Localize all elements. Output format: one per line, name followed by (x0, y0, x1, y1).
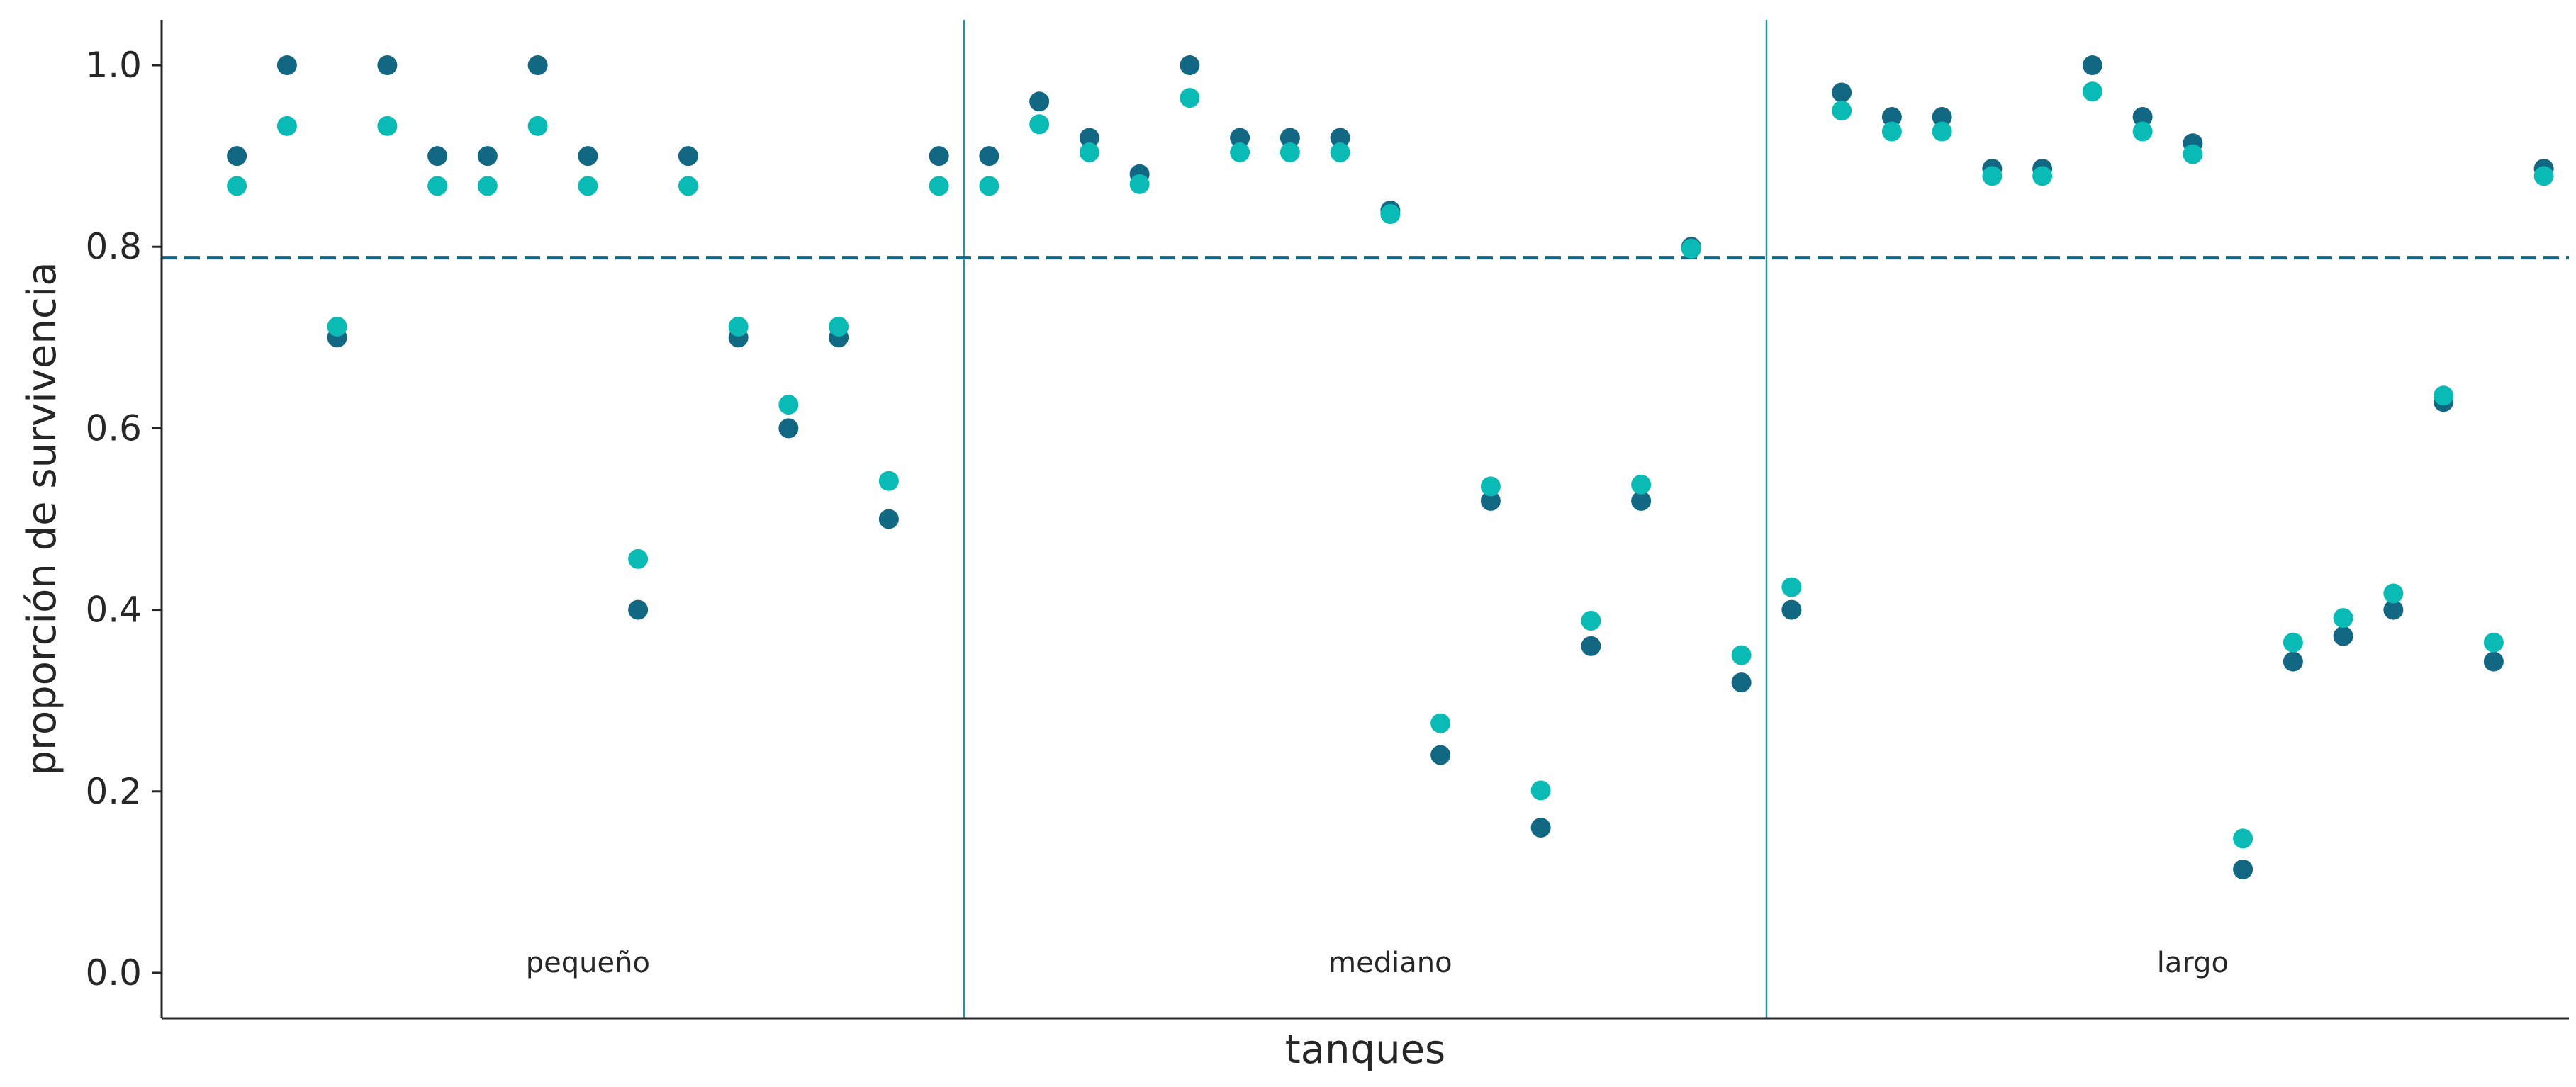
point-series1-32 (1781, 577, 1802, 597)
point-series1-35 (1932, 121, 1952, 142)
y-tick-label-2: 0.4 (85, 590, 142, 631)
point-series1-40 (2183, 144, 2203, 164)
point-series0-16 (979, 146, 999, 167)
point-series0-26 (1480, 490, 1501, 511)
y-tick-label-4: 0.8 (85, 226, 142, 267)
point-series1-33 (1832, 101, 1852, 121)
point-series1-20 (1180, 88, 1200, 108)
point-series1-27 (1530, 780, 1551, 801)
point-series1-22 (1279, 142, 1300, 163)
point-series0-12 (778, 418, 799, 439)
point-series0-9 (628, 599, 649, 620)
point-series1-19 (1129, 174, 1150, 194)
point-series0-21 (1230, 128, 1250, 148)
point-series0-42 (2283, 651, 2303, 672)
point-series0-33 (1832, 82, 1852, 103)
point-series1-14 (878, 471, 899, 491)
point-series1-21 (1230, 142, 1250, 163)
point-series0-32 (1781, 599, 1802, 620)
point-series0-38 (2082, 55, 2102, 76)
point-series1-18 (1079, 142, 1099, 163)
point-series1-28 (1581, 610, 1601, 631)
point-series1-5 (427, 176, 448, 196)
point-series0-31 (1731, 672, 1752, 693)
point-series1-45 (2434, 385, 2454, 406)
point-series1-13 (829, 316, 849, 337)
point-series0-18 (1079, 128, 1099, 148)
point-series0-23 (1330, 128, 1350, 148)
point-series1-10 (678, 176, 698, 196)
point-series0-10 (678, 146, 698, 167)
point-series1-11 (728, 316, 749, 337)
group-label-1: mediano (1328, 947, 1452, 979)
point-series1-6 (477, 176, 498, 196)
y-tick-label-1: 0.2 (85, 771, 142, 812)
point-series0-14 (878, 509, 899, 529)
point-series1-37 (2032, 166, 2053, 186)
group-label-0: pequeño (526, 947, 650, 979)
point-series0-8 (578, 146, 598, 167)
x-axis-title: tanques (1285, 1027, 1445, 1073)
point-series1-25 (1430, 713, 1451, 733)
point-series0-28 (1581, 636, 1601, 656)
point-series1-4 (377, 116, 398, 136)
point-series0-20 (1180, 55, 1200, 76)
point-series0-27 (1530, 818, 1551, 838)
point-series1-39 (2132, 121, 2153, 142)
point-series0-43 (2333, 626, 2353, 646)
y-tick-label-3: 0.6 (85, 407, 142, 449)
point-series1-34 (1881, 121, 1902, 142)
point-series0-29 (1631, 490, 1652, 511)
point-series0-1 (227, 146, 247, 167)
point-series0-2 (276, 55, 297, 76)
point-series1-23 (1330, 142, 1350, 163)
point-series1-44 (2383, 583, 2404, 604)
point-series0-7 (527, 55, 548, 76)
point-series0-5 (427, 146, 448, 167)
point-series1-24 (1380, 204, 1401, 225)
point-series1-31 (1731, 645, 1752, 665)
point-series1-26 (1480, 476, 1501, 497)
y-tick-label-5: 1.0 (85, 45, 142, 86)
point-series1-2 (276, 116, 297, 136)
y-axis-title: proporción de survivencia (19, 261, 65, 775)
group-label-2: largo (2157, 947, 2229, 979)
point-series0-17 (1029, 91, 1050, 112)
point-series0-6 (477, 146, 498, 167)
plot-area: 0.0 0.2 0.4 0.6 0.8 1.0 pequeño mediano largo (85, 20, 2569, 1018)
point-series1-8 (578, 176, 598, 196)
point-series0-4 (377, 55, 398, 76)
point-series0-46 (2483, 651, 2504, 672)
point-series1-36 (1982, 166, 2003, 186)
point-series0-22 (1279, 128, 1300, 148)
point-series0-35 (1932, 107, 1952, 128)
point-series1-7 (527, 116, 548, 136)
point-series1-17 (1029, 114, 1050, 135)
point-series1-43 (2333, 608, 2353, 629)
point-series0-25 (1430, 745, 1451, 765)
point-series1-41 (2233, 828, 2253, 849)
point-series0-41 (2233, 859, 2253, 879)
point-series1-29 (1631, 474, 1652, 495)
point-series1-42 (2283, 632, 2303, 653)
point-series1-30 (1681, 238, 1701, 259)
point-series1-12 (778, 395, 799, 415)
point-series1-9 (628, 548, 649, 569)
point-series0-15 (929, 146, 949, 167)
point-series1-47 (2533, 166, 2554, 186)
point-series1-3 (327, 316, 347, 337)
point-series0-39 (2132, 107, 2153, 128)
point-series0-34 (1881, 107, 1902, 128)
point-series1-38 (2082, 81, 2102, 102)
point-series1-46 (2483, 632, 2504, 653)
point-series1-15 (929, 176, 949, 196)
y-tick-label-0: 0.0 (85, 952, 142, 993)
point-series0-44 (2383, 599, 2404, 620)
point-series1-1 (227, 176, 247, 196)
point-series1-16 (979, 176, 999, 196)
